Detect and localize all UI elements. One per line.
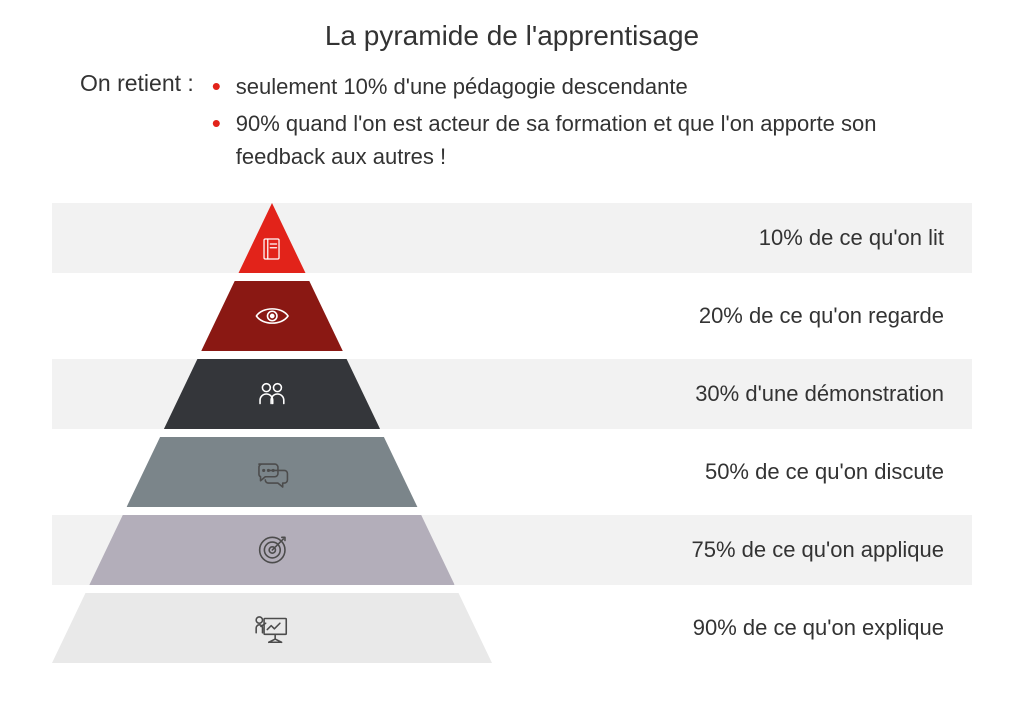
pyramid-row: 10% de ce qu'on lit	[52, 203, 972, 273]
intro-label: On retient :	[80, 70, 194, 97]
pyramid-level-label: 90% de ce qu'on explique	[492, 593, 972, 663]
people-icon	[253, 375, 291, 413]
chat-icon	[253, 453, 291, 491]
pyramid-cell	[52, 593, 492, 663]
pyramid-level	[164, 359, 380, 429]
pyramid-row: 30% d'une démonstration	[52, 359, 972, 429]
present-icon	[253, 609, 291, 647]
intro-bullet-list: seulement 10% d'une pédagogie descendant…	[212, 70, 944, 177]
pyramid-level	[201, 281, 343, 351]
pyramid-level	[52, 593, 492, 663]
pyramid-row: 90% de ce qu'on explique	[52, 593, 972, 663]
intro-bullet: 90% quand l'on est acteur de sa formatio…	[212, 107, 944, 173]
eye-icon	[253, 297, 291, 335]
pyramid-row: 20% de ce qu'on regarde	[52, 281, 972, 351]
target-icon	[253, 531, 291, 569]
pyramid-level	[127, 437, 418, 507]
pyramid-level-label: 30% d'une démonstration	[492, 359, 972, 429]
pyramid-level	[239, 203, 306, 273]
pyramid-level-label: 20% de ce qu'on regarde	[492, 281, 972, 351]
page-title: La pyramide de l'apprentisage	[40, 20, 984, 52]
pyramid-level-label: 75% de ce qu'on applique	[492, 515, 972, 585]
pyramid-cell	[52, 359, 492, 429]
pyramid-cell	[52, 281, 492, 351]
pyramid-cell	[52, 515, 492, 585]
pyramid-level	[89, 515, 454, 585]
pyramid-level-label: 10% de ce qu'on lit	[492, 203, 972, 273]
pyramid-cell	[52, 437, 492, 507]
pyramid-row: 75% de ce qu'on applique	[52, 515, 972, 585]
pyramid-row: 50% de ce qu'on discute	[52, 437, 972, 507]
intro-block: On retient : seulement 10% d'une pédagog…	[40, 70, 984, 177]
book-icon	[257, 234, 287, 264]
pyramid-level-label: 50% de ce qu'on discute	[492, 437, 972, 507]
infographic-container: La pyramide de l'apprentisage On retient…	[0, 0, 1024, 716]
pyramid-cell	[52, 203, 492, 273]
intro-bullet: seulement 10% d'une pédagogie descendant…	[212, 70, 944, 103]
learning-pyramid: 10% de ce qu'on lit 20% de ce qu'on regar…	[52, 203, 972, 683]
